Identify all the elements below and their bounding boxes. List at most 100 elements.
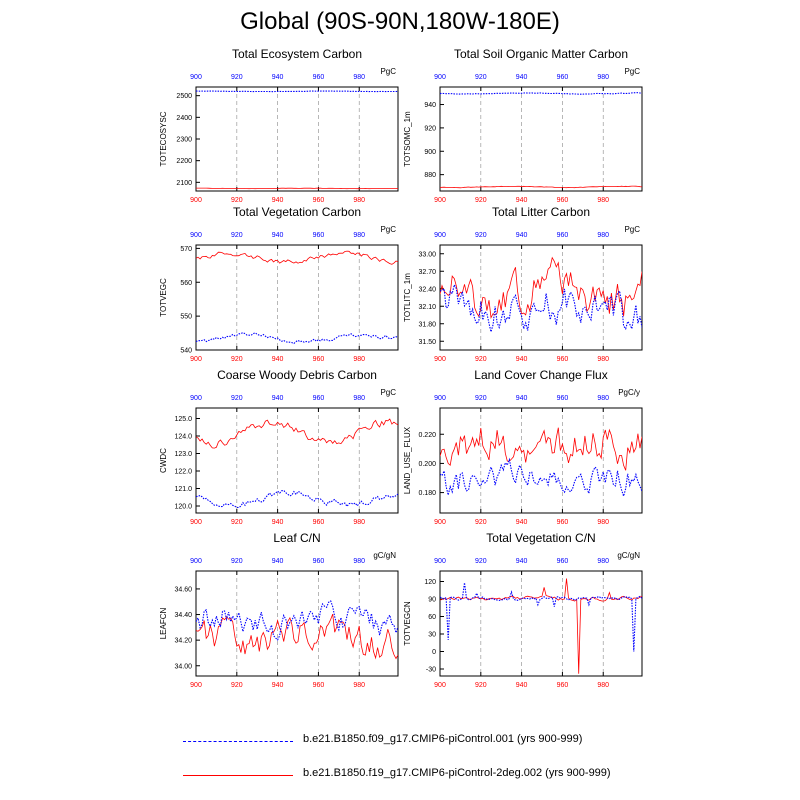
x-tick-label-top: 900 xyxy=(190,558,202,565)
y-tick-label: 120.0 xyxy=(174,504,192,511)
y-tick-label: 2300 xyxy=(176,137,192,144)
chart-panel-8: Total Vegetation C/NgC/gN900900920920940… xyxy=(403,531,643,689)
x-tick-label-top: 940 xyxy=(272,232,284,239)
plot-frame xyxy=(195,407,399,514)
x-tick-label-top: 920 xyxy=(231,395,243,402)
x-tick-label-top: 920 xyxy=(475,232,487,239)
x-tick-label-top: 920 xyxy=(231,558,243,565)
x-tick-label-top: 920 xyxy=(475,395,487,402)
y-tick-label: 920 xyxy=(424,125,436,132)
figure-title: Global (90S-90N,180W-180E) xyxy=(240,8,560,35)
units-label: PgC xyxy=(380,225,396,234)
y-tick-label: 30 xyxy=(428,632,436,639)
legend-label-1: b.e21.B1850.f09_g17.CMIP6-piControl.001 … xyxy=(303,733,583,745)
x-tick-label-bottom: 980 xyxy=(597,519,609,526)
series-line-run-002 xyxy=(440,578,642,674)
plot-frame xyxy=(195,570,399,677)
y-tick-label: 940 xyxy=(424,102,436,109)
x-tick-label-bottom: 940 xyxy=(516,519,528,526)
x-tick-label-top: 920 xyxy=(231,232,243,239)
series-line-run-001 xyxy=(440,457,642,498)
series-line-run-002 xyxy=(440,427,642,471)
y-axis-label: TOTECOSYSC xyxy=(159,111,168,166)
units-label: PgC xyxy=(380,388,396,397)
x-tick-label-top: 960 xyxy=(557,232,569,239)
x-tick-label-bottom: 980 xyxy=(353,356,365,363)
y-tick-label: 540 xyxy=(180,348,192,355)
y-tick-label: 0 xyxy=(432,649,436,656)
legend-swatch-1 xyxy=(183,741,293,742)
chart-panel-2: Total Soil Organic Matter Carbon PgC 900 90… xyxy=(403,47,643,204)
x-tick-label-bottom: 920 xyxy=(475,682,487,689)
y-tick-label: 2100 xyxy=(176,180,192,187)
y-tick-label: 2500 xyxy=(176,93,192,100)
x-tick-label-top: 960 xyxy=(557,74,569,81)
y-axis-label: TOTSOMC_1m xyxy=(403,111,412,167)
x-tick-label-bottom: 900 xyxy=(434,682,446,689)
y-tick-label: 33.00 xyxy=(418,251,436,258)
y-tick-label: 560 xyxy=(180,280,192,287)
x-tick-label-bottom: 920 xyxy=(231,519,243,526)
y-axis-label: TOTLITC_1m xyxy=(403,273,412,322)
chart-title: Coarse Woody Debris Carbon xyxy=(217,368,377,382)
plot-frame xyxy=(439,244,643,351)
x-tick-label-top: 940 xyxy=(516,74,528,81)
x-tick-label-top: 960 xyxy=(313,74,325,81)
x-tick-label-bottom: 920 xyxy=(475,356,487,363)
x-tick-label-top: 960 xyxy=(313,395,325,402)
x-tick-label-bottom: 920 xyxy=(475,197,487,204)
series-line-run-001 xyxy=(196,600,398,641)
y-tick-label: 32.40 xyxy=(418,286,436,293)
y-axis-label: LAND_USE_FLUX xyxy=(403,426,412,494)
y-tick-label: 0.220 xyxy=(418,432,436,439)
series-line-run-002 xyxy=(196,250,398,265)
x-tick-label-bottom: 940 xyxy=(516,682,528,689)
y-tick-label: -30 xyxy=(426,667,436,674)
x-tick-label-top: 920 xyxy=(475,74,487,81)
x-tick-label-top: 900 xyxy=(434,74,446,81)
x-tick-label-top: 980 xyxy=(353,74,365,81)
x-tick-label-bottom: 900 xyxy=(434,356,446,363)
x-tick-label-top: 980 xyxy=(597,232,609,239)
x-tick-label-top: 940 xyxy=(516,395,528,402)
x-tick-label-top: 960 xyxy=(313,558,325,565)
x-tick-label-top: 920 xyxy=(231,74,243,81)
x-tick-label-bottom: 960 xyxy=(557,682,569,689)
y-axis-label: CWDC xyxy=(159,448,168,473)
series-line-run-001 xyxy=(196,90,398,93)
units-label: gC/gN xyxy=(617,551,640,560)
x-tick-label-top: 980 xyxy=(597,558,609,565)
x-tick-label-bottom: 980 xyxy=(597,197,609,204)
x-tick-label-bottom: 960 xyxy=(557,197,569,204)
x-tick-label-bottom: 920 xyxy=(475,519,487,526)
plot-frame xyxy=(439,407,643,514)
x-tick-label-top: 940 xyxy=(516,232,528,239)
chart-title: Total Soil Organic Matter Carbon xyxy=(454,47,628,61)
y-tick-label: 34.00 xyxy=(174,663,192,670)
series-line-run-002 xyxy=(196,418,398,449)
plot-frame xyxy=(439,86,643,192)
units-label: PgC/y xyxy=(618,388,640,397)
x-tick-label-bottom: 900 xyxy=(434,197,446,204)
chart-panel-3: Total Vegetation Carbon PgC 900 900 920 920 94… xyxy=(159,205,399,363)
chart-title: Total Litter Carbon xyxy=(492,205,590,219)
y-tick-label: 0.200 xyxy=(418,461,436,468)
series-line-run-001 xyxy=(196,489,398,509)
x-tick-label-top: 900 xyxy=(190,395,202,402)
units-label: gC/gN xyxy=(373,551,396,560)
y-tick-label: 31.50 xyxy=(418,339,436,346)
plot-frame xyxy=(195,244,399,351)
chart-panel-4: Total Litter Carbon PgC 900 900 920 920 940 940… xyxy=(403,205,643,363)
plot-frame xyxy=(439,570,643,677)
y-tick-label: 32.10 xyxy=(418,304,436,311)
x-tick-label-top: 940 xyxy=(272,395,284,402)
x-tick-label-bottom: 960 xyxy=(557,519,569,526)
y-tick-label: 34.40 xyxy=(174,612,192,619)
x-tick-label-bottom: 920 xyxy=(231,197,243,204)
x-tick-label-bottom: 980 xyxy=(597,682,609,689)
series-line-run-002 xyxy=(440,256,642,320)
y-tick-label: 121.0 xyxy=(174,486,192,493)
x-tick-label-bottom: 960 xyxy=(313,519,325,526)
x-tick-label-top: 940 xyxy=(272,558,284,565)
